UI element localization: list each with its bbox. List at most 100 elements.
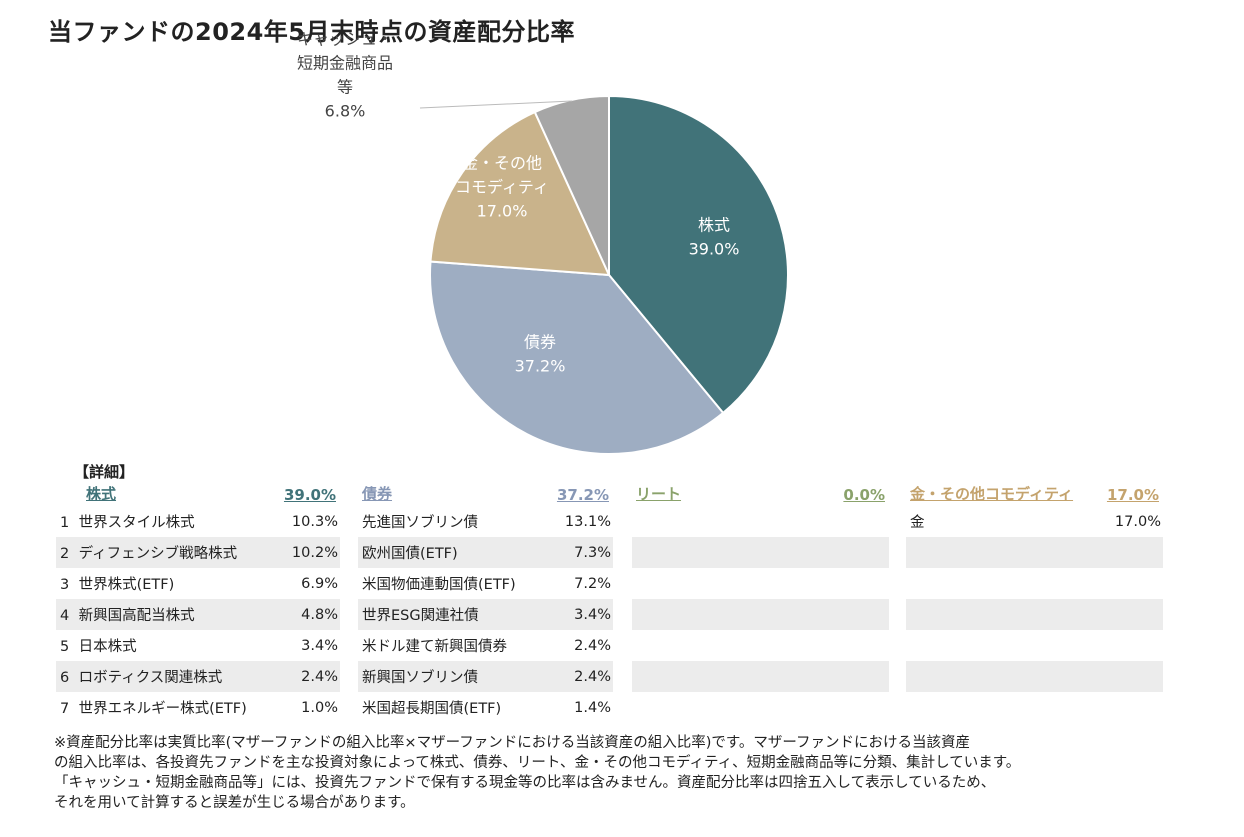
detail-item-value: 2.4% (301, 668, 338, 685)
detail-item-number: 6 (60, 670, 70, 686)
detail-item-name: 米ドル建て新興国債券 (362, 639, 507, 655)
detail-item-value: 2.4% (574, 668, 611, 685)
detail-row: 7 世界エネルギー株式(ETF) 1.0% (56, 692, 340, 723)
detail-item-value: 3.4% (301, 637, 338, 654)
detail-row: 世界ESG関連社債 3.4% (358, 599, 613, 630)
detail-row: 3 世界株式(ETF) 6.9% (56, 568, 340, 599)
footnote-line: それを用いて計算すると誤差が生じる場合があります。 (54, 795, 415, 811)
detail-item-name: 金 (910, 515, 925, 531)
detail-row (632, 630, 889, 661)
detail-item-label: 米国超長期国債(ETF) (362, 697, 501, 718)
detail-column: リート 0.0% (632, 482, 889, 723)
detail-row: 金 17.0% (906, 506, 1163, 537)
detail-column-name: リート (636, 485, 682, 503)
detail-row (632, 599, 889, 630)
detail-column: 債券 37.2% 先進国ソブリン債 13.1% 欧州国債(ETF) 7.3% 米国物価連動国… (358, 482, 613, 723)
detail-heading: 【詳細】 (74, 463, 135, 481)
detail-row: 1 世界スタイル株式 10.3% (56, 506, 340, 537)
detail-row: 6 ロボティクス関連株式 2.4% (56, 661, 340, 692)
detail-item-value: 10.3% (291, 513, 338, 530)
detail-item-name: 新興国ソブリン債 (362, 670, 478, 686)
pie-slice (533, 94, 610, 276)
detail-row: 5 日本株式 3.4% (56, 630, 340, 661)
detail-item-number: 3 (60, 577, 70, 593)
detail-row: 欧州国債(ETF) 7.3% (358, 537, 613, 568)
detail-column-total: 37.2% (556, 486, 609, 504)
detail-item-label: 6 ロボティクス関連株式 (60, 666, 222, 687)
detail-item-value: 4.8% (301, 606, 338, 623)
detail-column-header: 金・その他コモディティ 17.0% (906, 482, 1163, 504)
detail-item-name: 新興国高配当株式 (78, 608, 195, 624)
footnote-line: ※資産配分比率は実質比率(マザーファンドの組入比率×マザーファンドにおける当該資… (54, 735, 971, 751)
detail-column-header: 債券 37.2% (358, 482, 613, 504)
detail-row: 米国物価連動国債(ETF) 7.2% (358, 568, 613, 599)
chart-title: 当ファンドの2024年5月末時点の資産配分比率 (48, 18, 575, 46)
detail-row (632, 537, 889, 568)
slice-name-label: 等 (337, 78, 353, 97)
detail-item-label: 1 世界スタイル株式 (60, 511, 195, 532)
pie-slice (608, 94, 789, 415)
detail-row: 4 新興国高配当株式 4.8% (56, 599, 340, 630)
slice-name-label: キャッシュ・ (297, 30, 393, 49)
slice-name-label: 債券 (524, 333, 556, 352)
pie-chart: 株式 39.0% 債券 37.2% 金・その他コモディティ 17.0% キャッシュ・短期金融… (297, 30, 789, 455)
slice-name-label: 短期金融商品 (297, 54, 393, 73)
detail-item-value: 13.1% (564, 513, 611, 530)
detail-item-name: 米国物価連動国債(ETF) (362, 577, 516, 593)
footnote: ※資産配分比率は実質比率(マザーファンドの組入比率×マザーファンドにおける当該資… (54, 733, 1194, 813)
detail-item-name: 世界エネルギー株式(ETF) (78, 701, 247, 717)
detail-item-label: 5 日本株式 (60, 635, 137, 656)
slice-value-label: 37.2% (515, 357, 566, 376)
detail-column-header: リート 0.0% (632, 482, 889, 504)
detail-item-name: 先進国ソブリン債 (362, 515, 478, 531)
detail-item-label: 3 世界株式(ETF) (60, 573, 174, 594)
leader-line (419, 100, 573, 109)
detail-item-number: 4 (60, 608, 70, 624)
detail-item-name: 日本株式 (78, 639, 137, 655)
detail-item-name: 欧州国債(ETF) (362, 546, 458, 562)
detail-row (906, 537, 1163, 568)
detail-column-total: 17.0% (1106, 486, 1159, 504)
detail-item-label: 先進国ソブリン債 (362, 511, 478, 532)
detail-item-label: 欧州国債(ETF) (362, 542, 458, 563)
detail-item-value: 17.0% (1114, 513, 1161, 530)
detail-column-total: 39.0% (283, 486, 336, 504)
detail-item-label: 米ドル建て新興国債券 (362, 635, 507, 656)
detail-item-value: 7.2% (574, 575, 611, 592)
detail-item-number: 1 (60, 515, 70, 531)
detail-item-label: 7 世界エネルギー株式(ETF) (60, 697, 247, 718)
detail-row (632, 506, 889, 537)
detail-item-value: 1.4% (574, 699, 611, 716)
detail-column-name: 株式 (86, 485, 117, 503)
detail-row (632, 568, 889, 599)
detail-item-value: 7.3% (574, 544, 611, 561)
detail-item-value: 1.0% (301, 699, 338, 716)
detail-column: 金・その他コモディティ 17.0% 金 17.0% (906, 482, 1163, 723)
detail-item-value: 6.9% (301, 575, 338, 592)
detail-item-name: 世界株式(ETF) (78, 577, 175, 593)
slice-value-label: 6.8% (325, 102, 366, 121)
detail-item-name: 世界ESG関連社債 (362, 608, 479, 624)
detail-row: 米ドル建て新興国債券 2.4% (358, 630, 613, 661)
detail-item-number: 7 (60, 701, 70, 717)
footnote-line: の組入比率は、各投資先ファンドを主な投資対象によって株式、債券、リート、金・その… (54, 755, 1021, 771)
detail-item-label: 新興国ソブリン債 (362, 666, 478, 687)
detail-column-name: 金・その他コモディティ (910, 485, 1074, 503)
pie-slice (429, 110, 611, 277)
detail-item-label: 2 ディフェンシブ戦略株式 (60, 542, 237, 563)
slice-name-label: 金・その他 (462, 154, 542, 173)
detail-row (906, 661, 1163, 692)
detail-item-name: 世界スタイル株式 (78, 515, 195, 531)
detail-item-name: 米国超長期国債(ETF) (362, 701, 502, 717)
detail-row (906, 692, 1163, 723)
detail-row (632, 661, 889, 692)
detail-column-header: 株式 39.0% (56, 482, 340, 504)
detail-row (906, 599, 1163, 630)
detail-item-label: 金 (910, 511, 925, 532)
detail-item-name: ロボティクス関連株式 (78, 670, 223, 686)
detail-row: 先進国ソブリン債 13.1% (358, 506, 613, 537)
detail-row: 2 ディフェンシブ戦略株式 10.2% (56, 537, 340, 568)
detail-item-name: ディフェンシブ戦略株式 (78, 546, 238, 562)
slice-value-label: 39.0% (689, 240, 740, 259)
detail-row (906, 568, 1163, 599)
